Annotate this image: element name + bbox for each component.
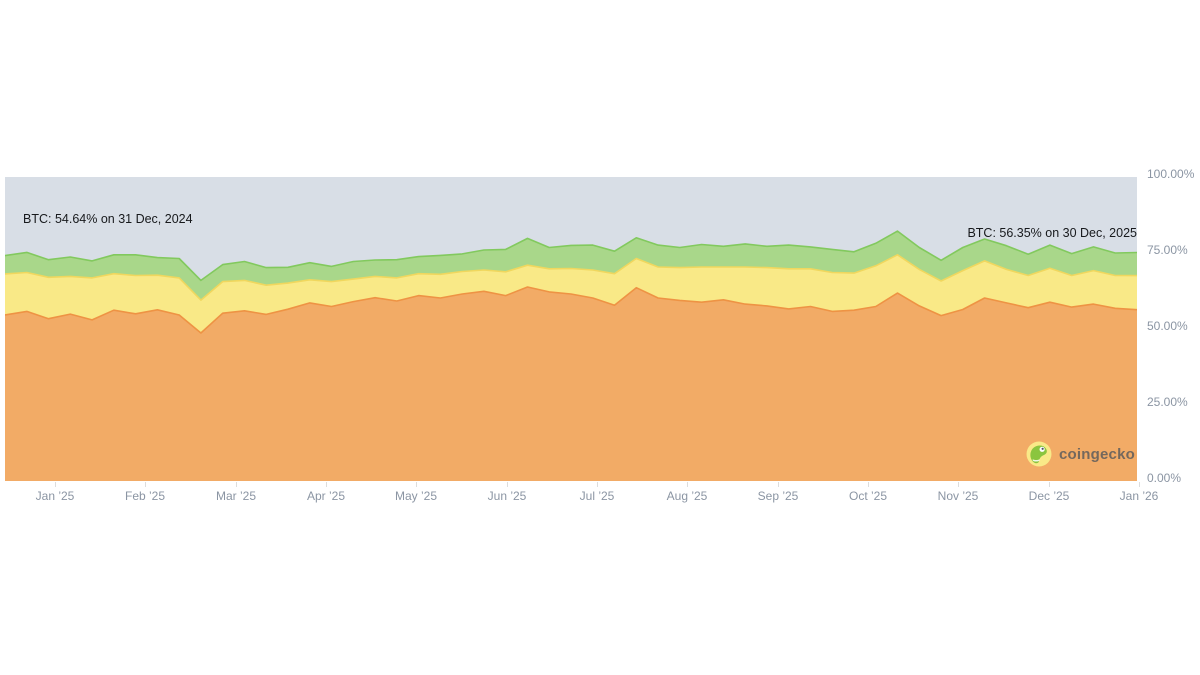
coingecko-watermark: coingecko <box>1026 441 1135 467</box>
annotation-btc-start: BTC: 54.64% on 31 Dec, 2024 <box>23 212 193 226</box>
y-axis-label-75: 75.00% <box>1147 243 1188 257</box>
line-yellow-band <box>5 254 1137 301</box>
coingecko-watermark-text: coingecko <box>1059 445 1135 463</box>
x-axis-label-13: Jan ’26 <box>1119 489 1159 503</box>
x-axis-tick <box>597 482 598 487</box>
x-axis-label-6: Jun ’25 <box>487 489 527 503</box>
x-axis-tick <box>868 482 869 487</box>
x-axis-label-9: Sep ’25 <box>757 489 799 503</box>
x-axis-label-2: Feb ’25 <box>124 489 166 503</box>
annotation-btc-end: BTC: 56.35% on 30 Dec, 2025 <box>967 226 1137 240</box>
x-axis-tick <box>1139 482 1140 487</box>
y-axis-label-100: 100.00% <box>1147 167 1195 181</box>
coingecko-logo-icon <box>1026 441 1052 467</box>
line-green-band <box>5 230 1137 282</box>
x-axis-label-7: Jul ’25 <box>579 489 615 503</box>
y-axis-label-25: 25.00% <box>1147 395 1188 409</box>
line-btc <box>5 286 1137 334</box>
x-axis-tick <box>326 482 327 487</box>
x-axis-tick <box>416 482 417 487</box>
y-axis-label-0: 0.00% <box>1147 471 1182 485</box>
x-axis-label-5: May ’25 <box>394 489 438 503</box>
x-axis-label-8: Aug ’25 <box>666 489 708 503</box>
x-axis-tick <box>55 482 56 487</box>
x-axis-tick <box>958 482 959 487</box>
x-axis-tick <box>145 482 146 487</box>
x-axis-tick <box>1049 482 1050 487</box>
x-axis-label-10: Oct ’25 <box>848 489 888 503</box>
x-axis-label-1: Jan ’25 <box>35 489 75 503</box>
x-axis-tick <box>236 482 237 487</box>
x-axis-tick <box>507 482 508 487</box>
x-axis-label-3: Mar ’25 <box>215 489 257 503</box>
x-axis-label-11: Nov ’25 <box>937 489 979 503</box>
area-btc <box>5 287 1137 481</box>
x-axis-tick <box>778 482 779 487</box>
x-axis-tick <box>687 482 688 487</box>
x-axis-label-4: Apr ’25 <box>306 489 346 503</box>
y-axis-label-50: 50.00% <box>1147 319 1188 333</box>
x-axis-label-12: Dec ’25 <box>1028 489 1070 503</box>
stacked-area-dominance-chart[interactable] <box>5 177 1137 481</box>
